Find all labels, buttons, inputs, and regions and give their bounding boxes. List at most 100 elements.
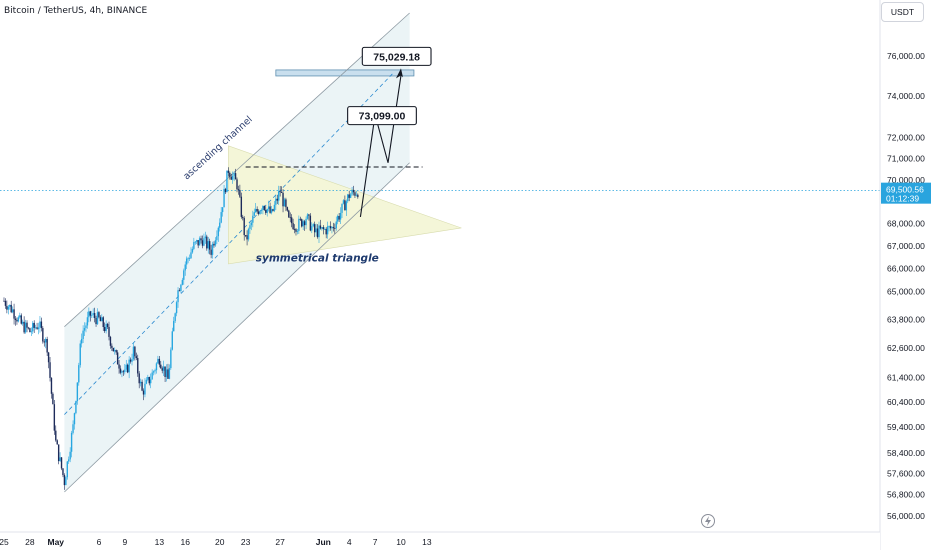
candle-body	[55, 430, 57, 441]
target-1-label-text: 73,099.00	[359, 111, 406, 123]
y-tick-label: 63,800.00	[887, 315, 925, 325]
y-tick-label: 71,000.00	[887, 154, 925, 164]
candle-body	[213, 243, 215, 246]
candle-body	[279, 191, 281, 193]
candle-body	[256, 208, 258, 212]
channel-lower-line	[64, 162, 410, 493]
target-2-label: 75,029.18	[361, 46, 432, 66]
candle-body	[32, 322, 34, 332]
candle-body	[4, 300, 7, 306]
candle-body	[203, 238, 205, 246]
candle-body	[57, 444, 60, 462]
candle-body	[226, 170, 228, 193]
target-1-label: 73,099.00	[347, 106, 417, 126]
candle-body	[152, 371, 155, 373]
candle-body	[344, 200, 346, 211]
candle-body	[266, 209, 268, 213]
x-tick-label: 25	[0, 537, 9, 547]
candle-body	[157, 358, 159, 364]
candle-body	[249, 225, 251, 229]
candle-body	[105, 323, 107, 332]
candle-body	[82, 330, 84, 339]
candle-body	[116, 352, 119, 365]
candle-body	[282, 192, 284, 207]
candle-body	[250, 222, 253, 226]
candle-body	[109, 336, 112, 346]
candle-body	[181, 279, 184, 285]
y-tick-label: 65,000.00	[887, 287, 925, 297]
candle-body	[175, 302, 178, 314]
candle-body	[56, 440, 58, 445]
candle-body	[34, 327, 37, 329]
candle-body	[164, 366, 166, 377]
candle-body	[42, 328, 44, 342]
candle-body	[315, 228, 317, 233]
candle-body	[72, 424, 74, 433]
candle-body	[263, 205, 266, 210]
candle-body	[255, 208, 257, 213]
candle-body	[191, 248, 194, 253]
candle-body	[220, 212, 222, 223]
x-tick-label: 13	[155, 537, 165, 547]
candle-body	[129, 359, 132, 362]
candle-body	[349, 194, 352, 198]
candle-body	[316, 228, 319, 238]
candle-body	[9, 304, 11, 307]
candle-body	[227, 170, 230, 173]
candle-body	[339, 212, 342, 220]
symbol-title: Bitcoin / TetherUS, 4h, BINANCE	[4, 6, 148, 16]
candle-body	[144, 383, 146, 395]
candle-body	[93, 313, 96, 318]
candle-body	[188, 258, 191, 259]
candle-body	[115, 350, 117, 353]
candle-body	[125, 364, 127, 370]
candle-body	[180, 284, 182, 291]
candle-body	[355, 194, 358, 196]
candle-body	[43, 341, 45, 343]
candle-body	[260, 210, 263, 211]
lines-layer	[0, 12, 880, 493]
candle-body	[137, 358, 139, 374]
candle-body	[101, 317, 103, 322]
candle-body	[14, 318, 17, 321]
candle-body	[292, 223, 294, 230]
candle-body	[201, 240, 204, 246]
candle-body	[86, 317, 89, 326]
x-tick-label: 6	[97, 537, 102, 547]
target-zone	[275, 69, 415, 77]
currency-button[interactable]: USDT	[881, 2, 924, 22]
candle-body	[46, 338, 48, 353]
candle-body	[174, 313, 176, 322]
candle-body	[3, 300, 5, 302]
candle-body	[265, 209, 267, 213]
y-tick-label: 70,000.00	[887, 175, 925, 185]
candle-body	[183, 270, 185, 280]
candle-body	[305, 218, 307, 226]
candle-body	[79, 343, 81, 366]
candle-body	[214, 240, 217, 246]
candle-body	[290, 217, 293, 224]
lightning-icon[interactable]	[701, 514, 715, 528]
candle-body	[141, 381, 143, 391]
candle-body	[27, 327, 30, 329]
candle-body	[352, 189, 355, 193]
candle-body	[275, 198, 277, 205]
channel-upper-line	[64, 12, 410, 327]
candle-body	[70, 432, 73, 452]
x-tick-label: 7	[373, 537, 378, 547]
current-price-value: 69,500.56	[886, 185, 924, 195]
candle-body	[322, 227, 325, 230]
candle-body	[229, 172, 231, 177]
candle-body	[148, 376, 150, 384]
candle-body	[293, 229, 296, 230]
candle-body	[230, 176, 232, 180]
candle-body	[197, 240, 199, 246]
candle-body	[246, 235, 248, 240]
candle-body	[69, 451, 71, 460]
candle-body	[63, 475, 66, 486]
candle-body	[289, 217, 291, 219]
candle-body	[122, 371, 125, 373]
candle-body	[206, 236, 208, 249]
candle-body	[240, 196, 243, 217]
